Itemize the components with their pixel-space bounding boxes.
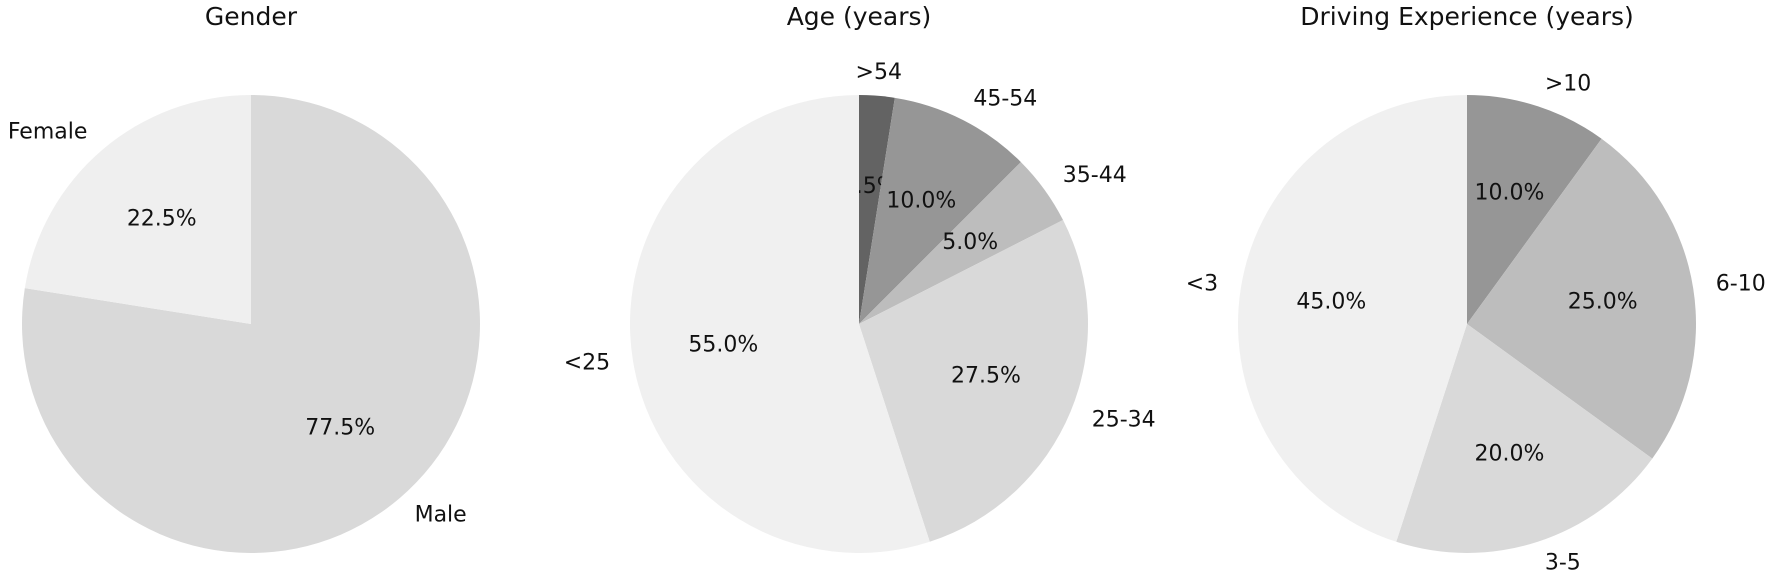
slice-label: 35-44 bbox=[1063, 163, 1127, 188]
slice-label: >54 bbox=[856, 60, 902, 85]
value-label: 10.0% bbox=[1475, 180, 1545, 205]
slice-label: >10 bbox=[1545, 71, 1591, 96]
value-label: 20.0% bbox=[1475, 442, 1545, 467]
pie-slice bbox=[859, 95, 895, 324]
slice-label: <3 bbox=[1186, 272, 1218, 297]
slice-label: <25 bbox=[564, 350, 610, 375]
slice-label: 45-54 bbox=[973, 87, 1037, 112]
pie-slice bbox=[1238, 95, 1467, 542]
slice-label: Male bbox=[415, 503, 467, 528]
pie-slice bbox=[629, 95, 930, 553]
pie-slice bbox=[1467, 138, 1697, 459]
value-label: 22.5% bbox=[127, 207, 197, 232]
pie-slice bbox=[859, 220, 1089, 542]
value-label: 45.0% bbox=[1296, 290, 1366, 315]
pie-slice bbox=[859, 97, 1021, 324]
value-label: 25.0% bbox=[1568, 290, 1638, 315]
chart-title: Age (years) bbox=[787, 2, 932, 31]
chart-title: Driving Experience (years) bbox=[1300, 2, 1634, 31]
value-label: 10.0% bbox=[886, 189, 956, 214]
value-label: 27.5% bbox=[951, 364, 1021, 389]
value-label: 55.0% bbox=[688, 332, 758, 357]
pie-slice bbox=[1467, 95, 1602, 324]
value-label: 77.5% bbox=[305, 415, 375, 440]
slice-label: 3-5 bbox=[1545, 551, 1581, 576]
slice-label: 6-10 bbox=[1716, 272, 1766, 297]
value-label: 5.0% bbox=[942, 230, 998, 255]
pie-slice bbox=[1396, 324, 1653, 553]
chart-title: Gender bbox=[205, 2, 298, 31]
pie-slice bbox=[859, 162, 1064, 324]
slice-label: 25-34 bbox=[1092, 407, 1156, 432]
pie-slice bbox=[24, 95, 252, 324]
slice-label: Female bbox=[8, 119, 88, 144]
